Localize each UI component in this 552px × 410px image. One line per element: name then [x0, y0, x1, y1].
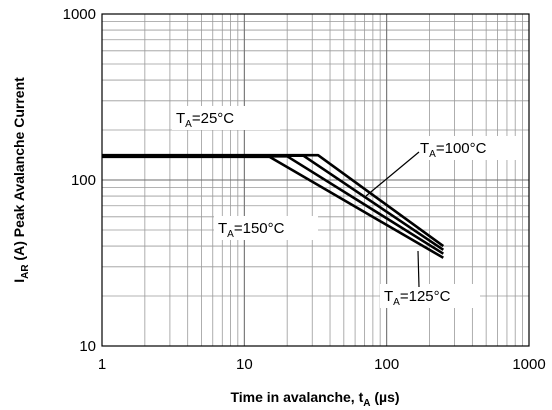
- x-tick-label: 10: [236, 356, 253, 373]
- x-tick-label: 100: [374, 356, 399, 373]
- x-axis-title: Time in avalanche, tA (µs): [230, 389, 399, 409]
- series-line: [102, 155, 444, 259]
- x-tick-label: 1: [98, 356, 106, 373]
- annotation-box: [214, 216, 318, 240]
- y-tick-label: 10: [79, 338, 96, 355]
- x-tick-label: 1000: [512, 356, 545, 373]
- plot-frame: [101, 13, 530, 347]
- annotation-label: TA=25°C: [176, 110, 234, 130]
- annotation-box: [380, 284, 480, 308]
- annotation-label: TA=150°C: [218, 220, 285, 240]
- y-tick-label: 1000: [63, 6, 96, 23]
- y-axis-title: IAR (A) Peak Avalanche Current: [11, 77, 31, 283]
- annotation-leader-line: [365, 151, 420, 197]
- annotations: TA=25°C TA=100°C TA=150°C TA=125°C: [172, 106, 516, 308]
- annotation-box: [172, 106, 280, 130]
- annotation-label: TA=100°C: [420, 140, 487, 160]
- series-lines: [102, 153, 445, 259]
- annotation-label: TA=125°C: [384, 288, 451, 308]
- annotation-leader-line: [417, 250, 420, 288]
- annotation-box: [416, 136, 516, 160]
- y-tick-label: 100: [71, 172, 96, 189]
- series-line: [102, 153, 445, 248]
